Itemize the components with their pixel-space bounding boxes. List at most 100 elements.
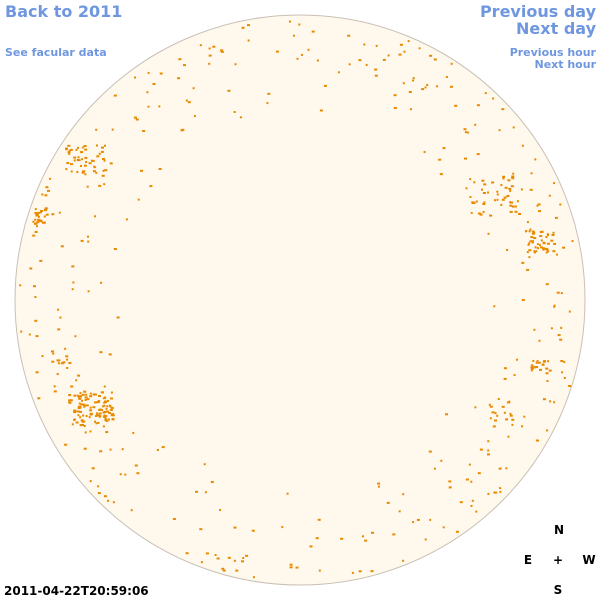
- facula-speck: [75, 421, 79, 424]
- facula-speck: [80, 165, 82, 167]
- facula-speck: [552, 231, 555, 234]
- facula-speck: [504, 186, 508, 189]
- facula-speck: [514, 205, 517, 208]
- facula-speck: [98, 152, 101, 155]
- facula-speck: [89, 430, 92, 433]
- facula-speck: [560, 292, 563, 295]
- facula-speck: [428, 450, 432, 453]
- facula-speck: [534, 246, 537, 249]
- facula-speck: [75, 148, 78, 151]
- facula-speck: [92, 406, 96, 409]
- facula-speck: [511, 177, 515, 180]
- previous-day-link[interactable]: Previous day: [480, 2, 597, 21]
- facula-speck: [142, 130, 146, 132]
- facula-speck: [107, 399, 109, 402]
- facula-speck: [227, 556, 231, 559]
- facula-speck: [185, 552, 189, 555]
- facula-speck: [146, 91, 149, 94]
- facula-speck: [403, 50, 406, 53]
- facula-speck: [512, 172, 515, 175]
- facula-speck: [98, 184, 102, 187]
- facula-speck: [79, 392, 82, 395]
- next-hour-link[interactable]: Next hour: [535, 58, 597, 71]
- facula-speck: [534, 366, 537, 369]
- facula-speck: [82, 403, 85, 406]
- facula-speck: [208, 54, 212, 57]
- facula-speck: [98, 412, 102, 415]
- facula-speck: [34, 218, 37, 221]
- facula-speck: [561, 371, 564, 374]
- facula-speck: [494, 199, 496, 202]
- facula-speck: [546, 242, 550, 245]
- facula-speck: [482, 203, 486, 205]
- next-day-link[interactable]: Next day: [516, 19, 597, 38]
- facula-speck: [89, 412, 93, 415]
- facula-speck: [412, 79, 414, 82]
- facula-speck: [509, 210, 513, 213]
- facula-speck: [82, 170, 86, 173]
- facula-speck: [546, 429, 549, 432]
- facula-speck: [511, 205, 515, 208]
- facula-speck: [494, 419, 497, 422]
- facula-speck: [100, 281, 103, 284]
- facula-speck: [494, 412, 497, 415]
- facula-speck: [377, 482, 381, 485]
- facula-speck: [545, 283, 549, 286]
- facula-speck: [546, 380, 549, 382]
- facula-speck: [563, 377, 566, 379]
- facula-speck: [553, 304, 556, 307]
- facula-speck: [375, 44, 378, 47]
- facula-speck: [68, 400, 71, 403]
- facula-speck: [104, 169, 108, 172]
- facula-speck: [203, 463, 206, 466]
- facula-speck: [65, 168, 68, 171]
- facula-speck: [81, 393, 85, 396]
- facula-speck: [89, 409, 93, 412]
- facula-speck: [309, 545, 313, 548]
- facular-link[interactable]: See facular data: [5, 46, 107, 59]
- facula-speck: [482, 210, 485, 213]
- facula-speck: [442, 147, 446, 150]
- facula-speck: [510, 185, 514, 188]
- facula-speck: [35, 213, 38, 216]
- facula-speck: [60, 362, 64, 365]
- facula-speck: [103, 411, 107, 413]
- facula-speck: [317, 518, 321, 521]
- facula-speck: [109, 408, 113, 411]
- previous-hour-link[interactable]: Previous hour: [510, 46, 597, 59]
- facula-speck: [40, 210, 43, 212]
- facula-speck: [158, 168, 162, 170]
- facula-speck: [553, 305, 556, 308]
- facula-speck: [536, 204, 539, 207]
- facula-speck: [539, 244, 541, 247]
- facula-speck: [559, 203, 562, 206]
- facula-speck: [136, 472, 140, 475]
- facula-speck: [491, 181, 495, 184]
- facula-speck: [491, 411, 495, 414]
- facula-speck: [501, 405, 505, 408]
- back-link[interactable]: Back to 2011: [5, 2, 122, 21]
- facula-speck: [298, 23, 301, 26]
- facula-speck: [387, 54, 390, 57]
- facula-speck: [482, 192, 486, 194]
- facula-speck: [172, 518, 176, 520]
- facula-speck: [59, 316, 62, 319]
- facula-speck: [501, 108, 505, 111]
- facula-speck: [193, 115, 196, 118]
- facula-speck: [83, 164, 87, 167]
- facula-speck: [83, 145, 87, 147]
- facula-speck: [489, 417, 492, 420]
- facula-speck: [64, 443, 68, 446]
- facula-speck: [531, 241, 534, 244]
- facula-speck: [506, 249, 509, 251]
- facula-speck: [479, 448, 483, 451]
- facula-speck: [533, 237, 537, 240]
- facula-speck: [487, 191, 489, 194]
- facula-speck: [105, 415, 108, 417]
- facula-speck: [111, 128, 114, 131]
- facula-speck: [528, 242, 531, 245]
- facula-speck: [92, 393, 96, 396]
- facula-speck: [80, 419, 84, 422]
- facula-speck: [399, 43, 403, 46]
- facula-speck: [494, 491, 498, 494]
